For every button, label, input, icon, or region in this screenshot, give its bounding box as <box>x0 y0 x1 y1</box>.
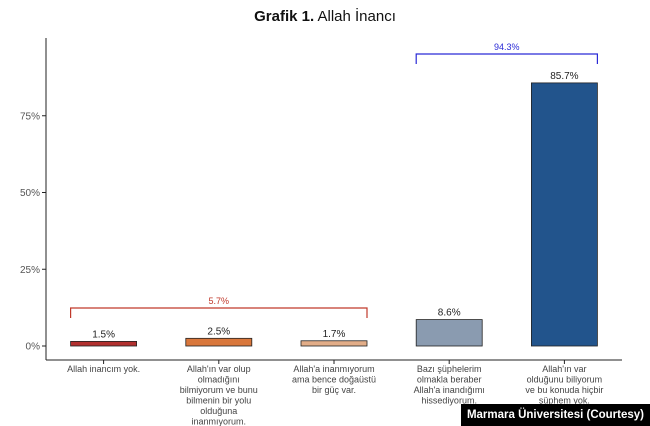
chart-title: Grafik 1. Allah İnancı <box>0 8 650 25</box>
y-tick-label: 75% <box>20 111 40 122</box>
group-bracket <box>415 53 598 64</box>
category-label: Bazı şüphelerim <box>417 364 482 374</box>
bar <box>185 337 253 347</box>
group-bracket <box>70 307 368 318</box>
category-label: Allah'a inanmıyorum <box>293 364 374 374</box>
bar <box>415 319 483 347</box>
category-label: olmakla beraber <box>417 375 482 385</box>
category-label: bilmiyorum ve bunu <box>180 385 258 395</box>
bar <box>300 340 368 347</box>
group-total-label: 94.3% <box>494 42 520 52</box>
category-label: ama bence doğaüstü <box>292 375 376 385</box>
bar-value-label: 1.7% <box>323 329 346 340</box>
credit-badge: Marmara Üniversitesi (Courtesy) <box>460 404 650 426</box>
y-tick-label: 25% <box>20 265 40 276</box>
bar <box>531 82 598 347</box>
bar-value-label: 2.5% <box>207 326 230 337</box>
bar <box>70 340 137 347</box>
bar-value-label: 85.7% <box>550 71 578 82</box>
category-label: hissediyorum. <box>421 396 477 406</box>
chart-title-bold: Grafik 1. <box>254 8 315 25</box>
category-label: olduğunu biliyorum <box>527 375 603 385</box>
category-label: inanmıyorum. <box>192 417 247 426</box>
category-label: Allah'ın var olup <box>187 364 251 374</box>
category-label: Allah'ın var <box>542 364 586 374</box>
category-label: Allah inancım yok. <box>67 364 140 374</box>
category-label: şüphem yok. <box>539 396 590 406</box>
bar-value-label: 1.5% <box>92 329 115 340</box>
chart-title-rest: Allah İnancı <box>317 8 396 25</box>
category-label: bir güç var. <box>312 385 356 395</box>
group-total-label: 5.7% <box>209 296 230 306</box>
y-tick-label: 50% <box>20 188 40 199</box>
category-label: Allah'a inandığımı <box>414 385 485 395</box>
y-tick-label: 0% <box>26 342 41 353</box>
category-label: olmadığını <box>198 375 240 385</box>
category-label: olduğuna <box>200 406 237 416</box>
category-label: ve bu konuda hiçbir <box>525 385 603 395</box>
category-label: bilmenin bir yolu <box>186 396 251 406</box>
bar-value-label: 8.6% <box>438 308 461 319</box>
